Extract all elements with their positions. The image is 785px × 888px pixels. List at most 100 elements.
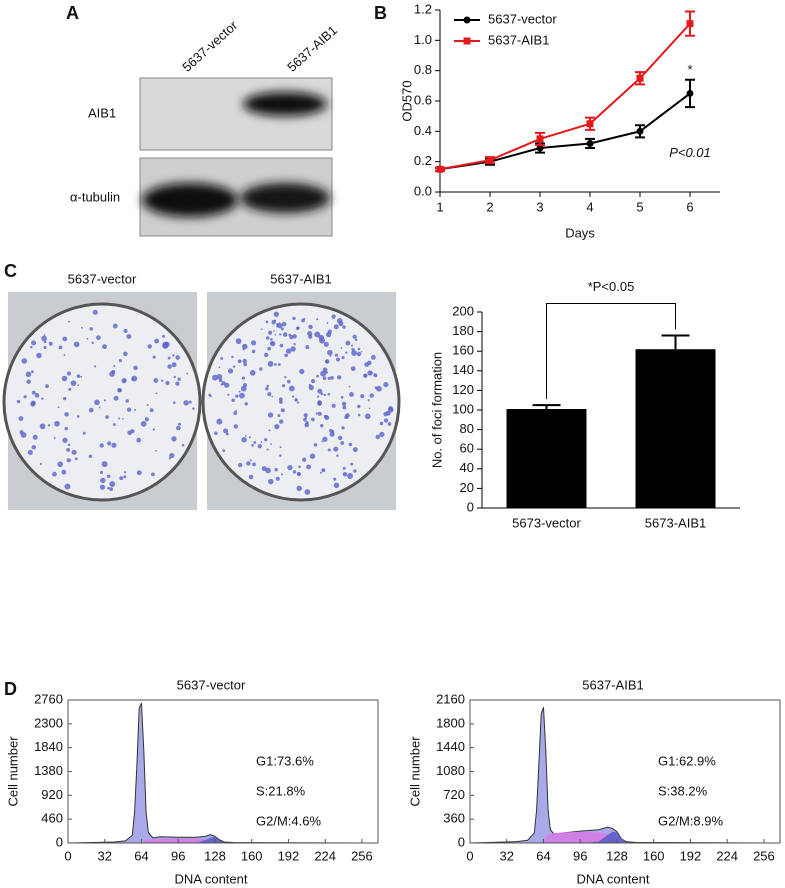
colony [176,425,181,431]
marker [586,139,594,147]
colony [305,421,309,425]
colony [92,309,98,315]
colony [317,388,323,394]
annotation: S:21.8% [256,783,306,798]
y-tick-label: 720 [443,787,465,802]
colony [354,338,358,342]
colony [264,438,268,442]
x-tick-label: 192 [680,848,702,863]
marker [486,156,494,164]
colony [280,408,285,413]
colony [373,373,378,378]
colony [31,370,34,374]
plot-frame [469,699,781,844]
marker [686,20,694,28]
colony [62,336,68,342]
legend-label: 5637-vector [488,11,557,26]
colony [88,454,93,459]
colony [287,464,293,471]
colony [136,437,142,443]
colony [341,426,345,430]
colony [303,317,306,320]
colony [321,468,326,473]
colony [123,378,126,382]
colony [342,325,346,329]
colony [349,392,354,397]
colony [18,416,24,421]
colony [308,384,314,391]
colony [63,354,66,356]
colony [34,393,40,398]
marker [586,120,594,128]
colony [94,399,100,406]
colony [178,422,182,426]
colony [223,428,229,434]
plate [2,302,202,502]
colony [267,392,272,397]
colony [322,376,327,381]
colony [370,354,376,360]
colony [47,424,51,427]
colony [151,472,155,477]
colony [238,462,243,468]
x-tick-label: 64 [134,848,148,863]
annotation: G1:73.6% [256,753,314,768]
colony [225,432,229,436]
colony [335,357,340,362]
x-tick-label: 5673-vector [512,515,581,530]
colony [16,399,21,404]
colony [336,317,343,324]
colony [298,465,301,469]
colony [248,474,254,480]
colony [326,322,329,324]
colony [308,324,313,330]
colony [330,375,334,380]
colony [279,454,282,457]
colony [31,390,36,395]
colony [265,320,269,324]
colony [231,355,234,359]
colony [284,353,288,358]
colony [347,472,354,479]
colony [123,471,127,474]
colony [152,428,155,431]
colony [224,382,230,388]
x-tick-label: 4 [586,199,593,214]
colony [39,462,42,465]
colony [91,341,94,345]
colony [353,469,357,473]
colony [345,351,348,354]
colony [342,472,348,477]
colony [356,351,362,357]
colony [345,340,351,346]
colony [251,444,254,447]
y-tick-label: 920 [41,787,63,802]
x-tick-label: 128 [606,848,628,863]
colony [252,462,256,467]
colony [57,406,60,409]
histogram-area [67,702,362,844]
colony [162,334,165,338]
colony [21,358,28,364]
panel-label: D [4,679,17,699]
colony [133,365,138,371]
colony [340,441,345,445]
colony [319,471,322,474]
colony [303,417,307,422]
colony [327,349,333,356]
colony [279,419,284,424]
blot-band [142,183,238,217]
colony [131,377,134,381]
colony [334,353,338,357]
y-tick-label: 1.2 [414,1,432,16]
y-tick-label: 0 [458,834,465,849]
colony [317,411,322,416]
colony [333,477,337,481]
colony [112,423,116,426]
colony [64,483,71,490]
colony [52,471,57,477]
colony [123,351,128,357]
colony [321,440,324,443]
colony [242,358,247,364]
